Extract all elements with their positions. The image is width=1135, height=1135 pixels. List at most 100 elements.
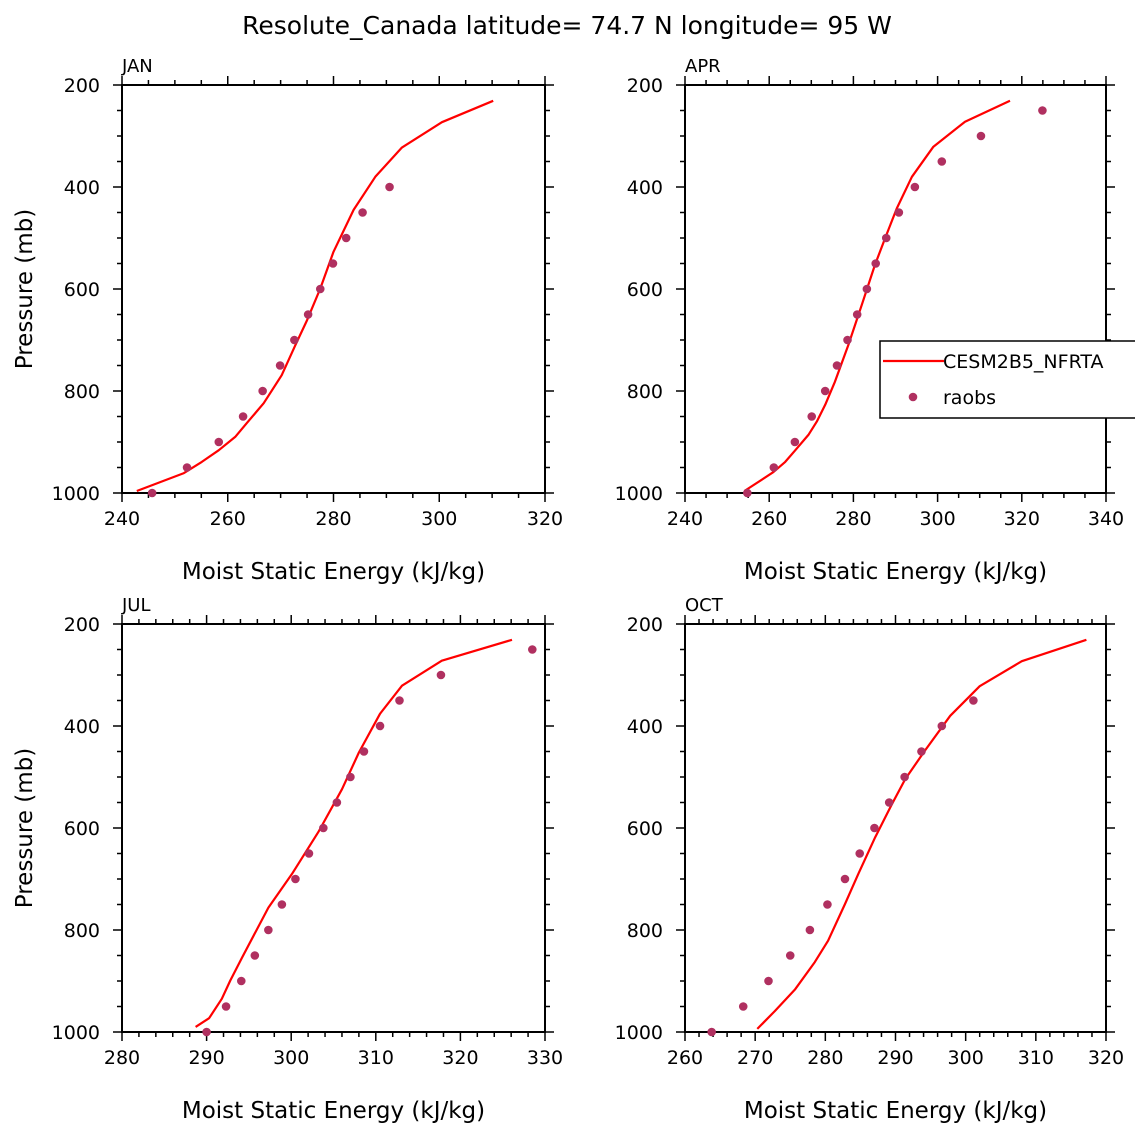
raobs-point	[359, 747, 369, 756]
y-tick-label: 200	[627, 75, 663, 97]
x-tick-label: 280	[835, 508, 871, 530]
raobs-point	[264, 925, 273, 935]
x-tick-label: 320	[527, 508, 563, 530]
x-tick-label: 310	[358, 1047, 394, 1069]
raobs-point	[319, 823, 328, 833]
chart-title: Resolute_Canada latitude= 74.7 N longitu…	[242, 11, 892, 40]
x-tick-label: 300	[273, 1047, 309, 1069]
raobs-point	[250, 951, 260, 960]
raobs-point	[436, 670, 446, 680]
raobs-point	[855, 849, 865, 858]
raobs-point	[277, 900, 287, 909]
x-axis-label: Moist Static Energy (kJ/kg)	[744, 1098, 1047, 1124]
raobs-point	[900, 772, 909, 782]
x-tick-label: 290	[188, 1047, 224, 1069]
x-tick-label: 280	[807, 1047, 843, 1069]
x-tick-label: 320	[1004, 508, 1040, 530]
raobs-point	[743, 488, 752, 498]
plot-frame	[684, 84, 1107, 494]
raobs-point	[871, 259, 881, 268]
raobs-point	[341, 233, 351, 243]
y-tick-label: 200	[64, 75, 100, 97]
raobs-point	[395, 696, 404, 705]
legend-label-model: CESM2B5_NFRTA	[943, 351, 1104, 373]
raobs-point	[221, 1002, 231, 1011]
x-axis-label: Moist Static Energy (kJ/kg)	[182, 559, 485, 585]
plot-frame	[121, 623, 546, 1033]
panel-label: APR	[685, 56, 721, 77]
raobs-point	[937, 721, 947, 731]
raobs-point	[917, 747, 926, 756]
raobs-point	[528, 645, 537, 654]
raobs-point	[823, 900, 832, 909]
x-tick-label: 320	[1088, 1047, 1124, 1069]
y-tick-label: 400	[64, 716, 100, 738]
raobs-point	[214, 437, 224, 447]
panel-apr: 240 260 280 300 320 340 200 400 600 800 1000 APR Moi…	[615, 56, 1124, 585]
y-tick-label: 1000	[615, 1022, 663, 1044]
x-tick-label: 240	[667, 508, 703, 530]
legend-box	[879, 340, 1135, 419]
x-tick-label: 290	[877, 1047, 913, 1069]
y-tick-label: 800	[64, 920, 100, 942]
raobs-point	[820, 386, 830, 396]
raobs-point	[332, 798, 342, 807]
raobs-point	[785, 951, 795, 960]
raobs-point	[385, 182, 394, 192]
x-axis-label: Moist Static Energy (kJ/kg)	[744, 559, 1047, 585]
raobs-point	[910, 182, 920, 192]
raobs-point	[881, 233, 891, 243]
y-tick-label: 600	[64, 818, 100, 840]
panel-label: JAN	[121, 56, 153, 77]
panel-jan: 240 260 280 300 320 200 400 600 800 1000 JAN Moist …	[12, 56, 563, 585]
x-tick-label: 260	[751, 508, 787, 530]
raobs-point	[937, 157, 947, 166]
x-tick-label: 300	[948, 1047, 984, 1069]
raobs-point	[1038, 106, 1047, 115]
raobs-point	[807, 412, 817, 421]
y-tick-label: 1000	[52, 483, 100, 505]
raobs-point	[182, 463, 192, 472]
x-tick-label: 300	[421, 508, 457, 530]
raobs-point	[894, 208, 904, 217]
model-line	[756, 638, 1087, 1030]
raobs-point	[884, 798, 894, 807]
panel-label: OCT	[685, 595, 724, 616]
raobs-point	[976, 131, 986, 141]
raobs-point	[238, 412, 248, 421]
x-tick-label: 320	[442, 1047, 478, 1069]
raobs-point	[290, 335, 299, 345]
y-tick-label: 1000	[615, 483, 663, 505]
y-tick-label: 200	[64, 614, 100, 636]
raobs-point	[328, 259, 338, 268]
raobs-point	[304, 849, 314, 858]
x-tick-label: 340	[1088, 508, 1124, 530]
raobs-point	[805, 925, 815, 935]
raobs-point	[764, 976, 773, 986]
raobs-point	[303, 310, 313, 319]
raobs-point	[852, 310, 862, 319]
x-tick-label: 330	[527, 1047, 563, 1069]
raobs-point	[840, 874, 850, 884]
raobs-point	[769, 463, 779, 472]
x-axis-label: Moist Static Energy (kJ/kg)	[182, 1098, 485, 1124]
y-tick-label: 800	[64, 381, 100, 403]
model-line	[136, 99, 494, 493]
model-line	[743, 99, 1011, 492]
plot-frame	[121, 84, 546, 494]
x-tick-label: 300	[919, 508, 955, 530]
raobs-point	[315, 284, 325, 294]
legend-marker-swatch	[908, 392, 918, 402]
legend-label-raobs: raobs	[943, 387, 996, 409]
raobs-point	[738, 1002, 748, 1011]
raobs-point	[291, 874, 300, 884]
raobs-point	[843, 335, 852, 345]
y-tick-label: 400	[64, 177, 100, 199]
raobs-point	[358, 208, 367, 217]
raobs-point	[790, 437, 800, 447]
raobs-point	[236, 976, 246, 986]
panel-label: JUL	[121, 595, 151, 616]
x-tick-label: 270	[737, 1047, 773, 1069]
